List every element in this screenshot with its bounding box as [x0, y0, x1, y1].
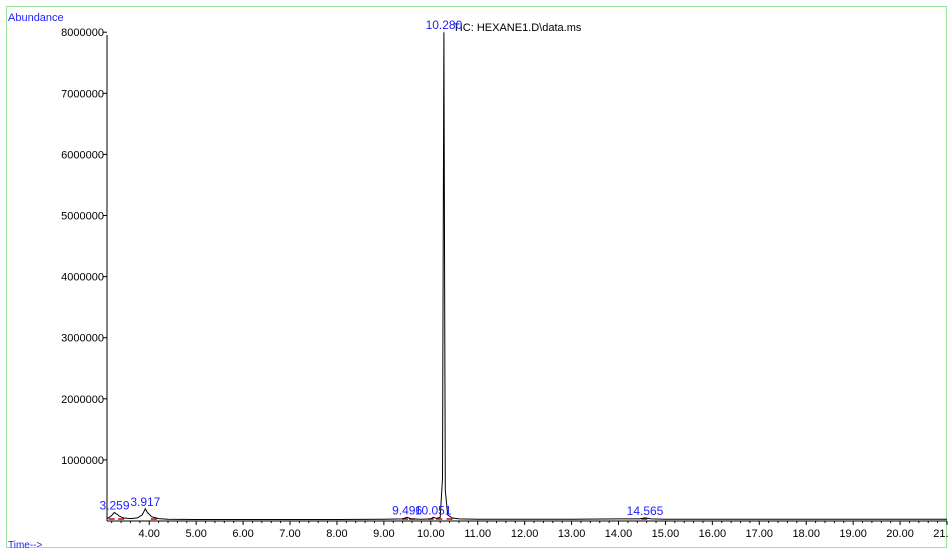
x-tick-label: 6.00 — [232, 528, 253, 540]
peak-label: 3.917 — [130, 495, 160, 509]
trace-group — [106, 32, 947, 520]
x-ticks-group: 4.00 5.00 6.00 7.00 8.00 9.00 10.00 11.00 12.00 1… — [111, 521, 949, 540]
x-tick-label: 16.00 — [699, 528, 727, 540]
x-tick-label: 18.00 — [792, 528, 820, 540]
peak-label: 9.496 — [392, 503, 422, 517]
x-tick-label: 17.00 — [746, 528, 774, 540]
x-tick-label: 8.00 — [326, 528, 347, 540]
peak-label: 3.259 — [99, 498, 129, 512]
x-tick-label: 19.00 — [839, 528, 867, 540]
y-tick-label: 3000000 — [61, 333, 104, 345]
peak-label: 10.280 — [426, 18, 463, 32]
axes-group — [106, 35, 947, 522]
y-tick-label: 4000000 — [61, 272, 104, 284]
chart-title: TIC: HEXANE1.D\data.ms — [453, 22, 582, 34]
x-tick-label: 10.00 — [417, 528, 445, 540]
x-tick-label: 21.00 — [933, 528, 949, 540]
y-tick-label: 1000000 — [61, 455, 104, 467]
y-axis-label: Abundance — [8, 12, 64, 24]
peak-label: 14.565 — [627, 504, 664, 518]
tic-trace-line — [106, 32, 947, 520]
y-tick-label: 7000000 — [61, 88, 104, 100]
y-tick-label: 5000000 — [61, 211, 104, 223]
x-tick-label: 9.00 — [373, 528, 394, 540]
peak-label: 10.051 — [415, 503, 452, 517]
x-axis-label: Time--> — [8, 540, 43, 550]
y-tick-label: 6000000 — [61, 149, 104, 161]
chart-frame — [6, 6, 947, 548]
x-tick-label: 12.00 — [511, 528, 539, 540]
x-tick-label: 20.00 — [886, 528, 914, 540]
y-tick-label: 8000000 — [61, 27, 104, 39]
x-tick-label: 14.00 — [605, 528, 633, 540]
x-tick-label: 7.00 — [279, 528, 300, 540]
x-tick-label: 15.00 — [652, 528, 680, 540]
y-ticks-group: 1000000 2000000 3000000 4000000 5000000 60000… — [61, 27, 107, 467]
x-tick-label: 5.00 — [185, 528, 206, 540]
x-tick-label: 13.00 — [558, 528, 586, 540]
x-tick-label: 11.00 — [464, 528, 491, 540]
x-tick-label: 4.00 — [139, 528, 160, 540]
y-tick-label: 2000000 — [61, 394, 104, 406]
